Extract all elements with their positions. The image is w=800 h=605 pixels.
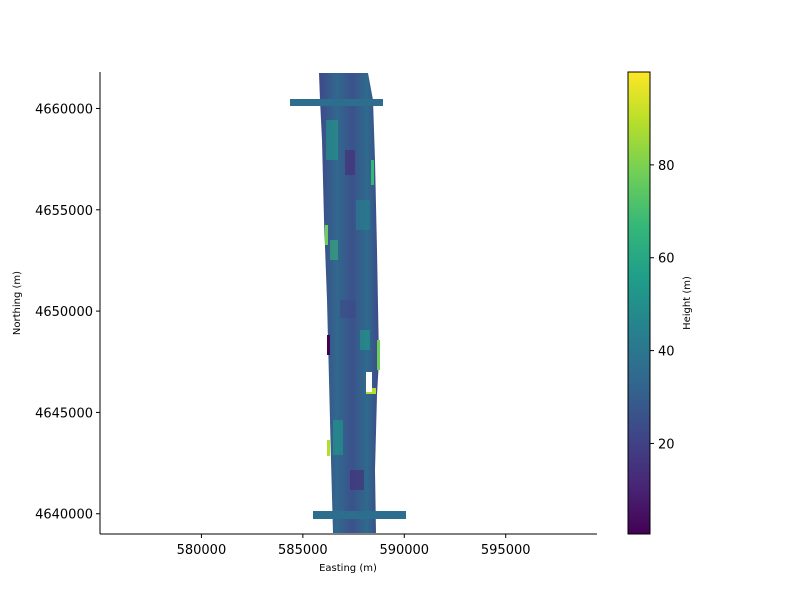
heatmap-area	[290, 73, 406, 533]
texture-patches	[326, 120, 370, 490]
colorbar-tick-label: 40	[658, 345, 675, 360]
colorbar-tick-label: 80	[658, 159, 675, 174]
y-axis-label: Northing (m)	[12, 271, 23, 335]
colorbar-ticks: 20 40 60 80	[650, 159, 675, 452]
survey-gap	[366, 372, 372, 392]
main-axes: 580000 585000 590000 595000 464000046450004…	[12, 72, 597, 574]
x-axis-label: Easting (m)	[319, 563, 377, 574]
y-tick-label: 4660000	[35, 102, 93, 117]
y-tick-label: 4645000	[35, 406, 93, 421]
y-tick-label: 4655000	[35, 204, 93, 219]
colorbar-label: Height (m)	[682, 276, 693, 330]
y-tick-label: 4640000	[35, 508, 93, 523]
colorbar-frame	[627, 71, 651, 535]
colorbar-tick-label: 20	[658, 437, 675, 452]
x-tick-label: 580000	[177, 543, 227, 558]
x-tick-label: 590000	[379, 543, 429, 558]
colorbar-tick-label: 60	[658, 252, 675, 267]
colorbar: 20 40 60 80 Height (m)	[627, 71, 693, 535]
y-tick-label: 4650000	[35, 305, 93, 320]
x-tick-label: 585000	[278, 543, 328, 558]
x-ticks: 580000 585000 590000 595000	[177, 534, 531, 558]
y-ticks: 4640000 4645000 4650000 4655000 4660000	[35, 102, 100, 523]
colorbar-gradient	[628, 72, 650, 534]
survey-north-wing	[290, 99, 383, 106]
low-edge-patch	[327, 335, 330, 355]
survey-south-wing	[313, 511, 406, 519]
x-tick-label: 595000	[481, 543, 531, 558]
